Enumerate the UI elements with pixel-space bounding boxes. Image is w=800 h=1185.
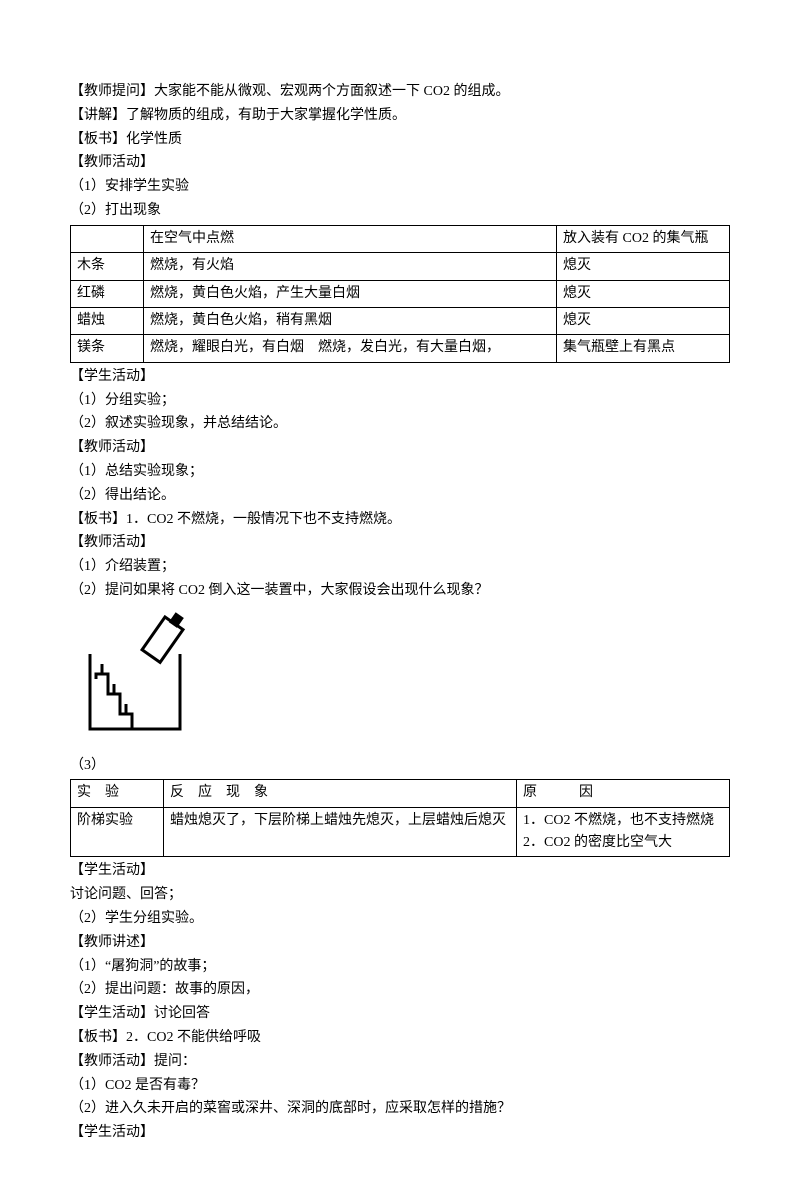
apparatus-diagram xyxy=(70,609,730,748)
paragraph: （1）CO2 是否有毒？ xyxy=(70,1074,730,1098)
paragraph: 【板书】2．CO2 不能供给呼吸 xyxy=(70,1026,730,1050)
table-cell: 燃烧，有火焰 xyxy=(144,253,557,280)
table-row: 红磷 燃烧，黄白色火焰，产生大量白烟 熄灭 xyxy=(71,280,730,307)
table-row: 阶梯实验 蜡烛熄灭了，下层阶梯上蜡烛先熄灭，上层蜡烛后熄灭 1．CO2 不燃烧，… xyxy=(71,807,730,857)
paragraph: （1）分组实验； xyxy=(70,389,730,413)
paragraph: 【教师讲述】 xyxy=(70,931,730,955)
table-cell: 木条 xyxy=(71,253,144,280)
table-cell: 燃烧，黄白色火焰，稍有黑烟 xyxy=(144,307,557,334)
table-cell: 熄灭 xyxy=(557,307,730,334)
table-cell: 蜡烛 xyxy=(71,307,144,334)
table-cell: 放入装有 CO2 的集气瓶 xyxy=(557,225,730,252)
table-cell: 反 应 现 象 xyxy=(164,780,517,807)
table-cell: 红磷 xyxy=(71,280,144,307)
paragraph: （2）叙述实验现象，并总结结论。 xyxy=(70,412,730,436)
table-cell: 阶梯实验 xyxy=(71,807,164,857)
table-cell: 集气瓶壁上有黑点 xyxy=(557,335,730,362)
table-cell: 在空气中点燃 xyxy=(144,225,557,252)
table-row: 实 验 反 应 现 象 原 因 xyxy=(71,780,730,807)
table-cell: 蜡烛熄灭了，下层阶梯上蜡烛先熄灭，上层蜡烛后熄灭 xyxy=(164,807,517,857)
paragraph: 【学生活动】 xyxy=(70,859,730,883)
paragraph: （1）安排学生实验 xyxy=(70,175,730,199)
paragraph: 【学生活动】 xyxy=(70,1121,730,1145)
document-page: 【教师提问】大家能不能从微观、宏观两个方面叙述一下 CO2 的组成。 【讲解】了… xyxy=(0,0,800,1185)
paragraph: 【教师活动】 xyxy=(70,531,730,555)
table-cell: 熄灭 xyxy=(557,253,730,280)
paragraph: （2）提出问题：故事的原因， xyxy=(70,978,730,1002)
paragraph: 【教师活动】 xyxy=(70,151,730,175)
paragraph: 【教师活动】提问： xyxy=(70,1050,730,1074)
table-cell: 原 因 xyxy=(517,780,730,807)
table-cell xyxy=(71,225,144,252)
paragraph: （2）提问如果将 CO2 倒入这一装置中，大家假设会出现什么现象？ xyxy=(70,579,730,603)
paragraph: 【教师活动】 xyxy=(70,436,730,460)
paragraph: 【板书】化学性质 xyxy=(70,128,730,152)
table-cell: 实 验 xyxy=(71,780,164,807)
combustion-table: 在空气中点燃 放入装有 CO2 的集气瓶 木条 燃烧，有火焰 熄灭 红磷 燃烧，… xyxy=(70,225,730,363)
paragraph: （2）打出现象 xyxy=(70,199,730,223)
paragraph: （1）总结实验现象； xyxy=(70,460,730,484)
table-row: 镁条 燃烧，耀眼白光，有白烟 燃烧，发白光，有大量白烟， 集气瓶壁上有黑点 xyxy=(71,335,730,362)
table-row: 木条 燃烧，有火焰 熄灭 xyxy=(71,253,730,280)
paragraph: 【学生活动】 xyxy=(70,365,730,389)
paragraph: （1）“屠狗洞”的故事； xyxy=(70,955,730,979)
paragraph: （2）学生分组实验。 xyxy=(70,907,730,931)
paragraph: 【教师提问】大家能不能从微观、宏观两个方面叙述一下 CO2 的组成。 xyxy=(70,80,730,104)
table-row: 在空气中点燃 放入装有 CO2 的集气瓶 xyxy=(71,225,730,252)
paragraph: （2）进入久未开启的菜窖或深井、深洞的底部时，应采取怎样的措施？ xyxy=(70,1097,730,1121)
paragraph: 【讲解】了解物质的组成，有助于大家掌握化学性质。 xyxy=(70,104,730,128)
paragraph: （3） xyxy=(70,754,730,778)
paragraph: 【板书】1．CO2 不燃烧，一般情况下也不支持燃烧。 xyxy=(70,508,730,532)
stair-experiment-table: 实 验 反 应 现 象 原 因 阶梯实验 蜡烛熄灭了，下层阶梯上蜡烛先熄灭，上层… xyxy=(70,779,730,857)
table-cell: 燃烧，耀眼白光，有白烟 燃烧，发白光，有大量白烟， xyxy=(144,335,557,362)
table-cell: 1．CO2 不燃烧，也不支持燃烧 2．CO2 的密度比空气大 xyxy=(517,807,730,857)
table-cell: 燃烧，黄白色火焰，产生大量白烟 xyxy=(144,280,557,307)
paragraph: 【学生活动】讨论回答 xyxy=(70,1002,730,1026)
table-row: 蜡烛 燃烧，黄白色火焰，稍有黑烟 熄灭 xyxy=(71,307,730,334)
table-cell: 熄灭 xyxy=(557,280,730,307)
paragraph: （2）得出结论。 xyxy=(70,484,730,508)
paragraph: 讨论问题、回答； xyxy=(70,883,730,907)
table-cell: 镁条 xyxy=(71,335,144,362)
paragraph: （1）介绍装置； xyxy=(70,555,730,579)
